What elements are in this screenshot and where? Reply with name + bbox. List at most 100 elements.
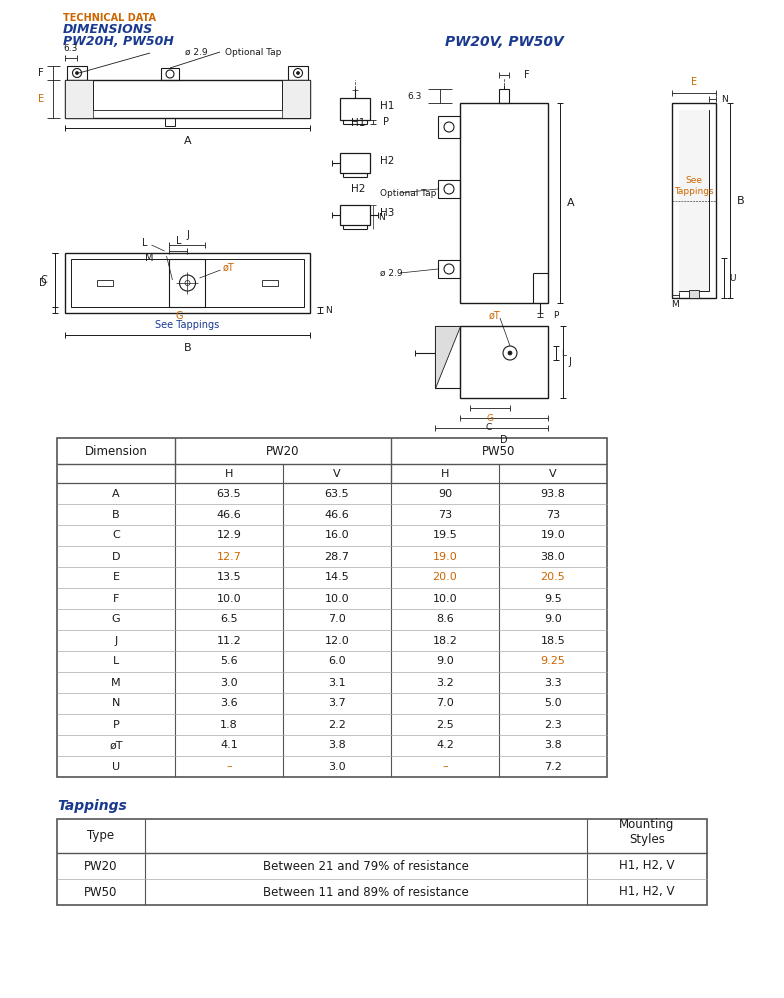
Bar: [340, 98, 370, 120]
Text: 12.7: 12.7: [216, 552, 241, 562]
Circle shape: [503, 346, 517, 360]
Text: U: U: [112, 761, 120, 771]
Text: 19.0: 19.0: [433, 552, 457, 562]
Text: 18.2: 18.2: [433, 636, 457, 646]
Text: 73: 73: [546, 510, 560, 520]
Text: H1: H1: [380, 101, 394, 111]
Text: 1.8: 1.8: [220, 720, 238, 730]
Text: TECHNICAL DATA: TECHNICAL DATA: [63, 13, 156, 23]
Text: 73: 73: [438, 510, 452, 520]
Text: 19.5: 19.5: [433, 531, 457, 541]
Text: 20.0: 20.0: [433, 573, 457, 583]
Text: 6.3: 6.3: [408, 92, 422, 101]
Text: Mounting
Styles: Mounting Styles: [619, 818, 675, 846]
Text: H1, H2, V: H1, H2, V: [619, 885, 675, 898]
Text: 5.6: 5.6: [220, 657, 238, 667]
Text: 7.2: 7.2: [544, 761, 562, 771]
Text: F: F: [524, 70, 530, 80]
Text: 9.25: 9.25: [540, 657, 565, 667]
Text: PW50: PW50: [85, 885, 118, 898]
Text: H: H: [225, 468, 233, 478]
Text: Optional Tap: Optional Tap: [225, 48, 281, 57]
Text: 12.9: 12.9: [216, 531, 241, 541]
Text: 93.8: 93.8: [540, 488, 565, 498]
Bar: [71, 259, 304, 307]
Bar: [282, 80, 310, 118]
Bar: [340, 205, 370, 225]
Text: 46.6: 46.6: [325, 510, 350, 520]
Text: A: A: [567, 198, 575, 208]
Text: 3.8: 3.8: [544, 741, 562, 750]
Text: øT: øT: [223, 263, 234, 273]
Text: 46.6: 46.6: [216, 510, 241, 520]
Text: B: B: [737, 196, 745, 206]
Text: 9.5: 9.5: [544, 594, 562, 604]
Text: L: L: [176, 236, 181, 246]
Bar: [340, 153, 370, 173]
Text: DIMENSIONS: DIMENSIONS: [63, 23, 153, 36]
Text: A: A: [112, 488, 120, 498]
Text: D: D: [500, 435, 508, 445]
Text: H1, H2, V: H1, H2, V: [619, 859, 675, 872]
Text: 2.2: 2.2: [328, 720, 346, 730]
Circle shape: [185, 280, 190, 285]
Text: 63.5: 63.5: [325, 488, 350, 498]
Bar: [438, 260, 460, 278]
Text: PW50: PW50: [482, 444, 516, 457]
Text: E: E: [691, 77, 697, 87]
Bar: [65, 253, 310, 313]
Text: 90: 90: [438, 488, 452, 498]
Text: 28.7: 28.7: [325, 552, 350, 562]
Circle shape: [508, 351, 512, 355]
Text: 63.5: 63.5: [216, 488, 241, 498]
Text: –: –: [442, 761, 448, 771]
Bar: [57, 819, 707, 905]
Text: H2: H2: [380, 156, 394, 166]
Text: 3.7: 3.7: [328, 699, 346, 709]
Text: 7.0: 7.0: [436, 699, 454, 709]
Text: øT: øT: [109, 741, 123, 750]
Circle shape: [296, 72, 299, 75]
Text: 4.1: 4.1: [220, 741, 238, 750]
Polygon shape: [435, 326, 460, 388]
Text: N: N: [721, 95, 728, 104]
Text: 6.3: 6.3: [64, 44, 78, 53]
Text: F: F: [38, 68, 44, 78]
Text: 10.0: 10.0: [325, 594, 350, 604]
Text: N: N: [112, 699, 120, 709]
Text: A: A: [183, 136, 191, 146]
Text: C: C: [112, 531, 120, 541]
Bar: [67, 66, 87, 80]
Text: 13.5: 13.5: [216, 573, 241, 583]
Bar: [65, 80, 310, 118]
Text: 3.6: 3.6: [220, 699, 238, 709]
Text: 38.0: 38.0: [541, 552, 565, 562]
Text: Type: Type: [88, 829, 114, 842]
Text: 9.0: 9.0: [544, 615, 562, 625]
Bar: [499, 89, 509, 103]
Circle shape: [166, 70, 174, 78]
Text: H3: H3: [380, 208, 394, 218]
Text: L: L: [142, 238, 147, 248]
Circle shape: [444, 122, 454, 132]
Text: D: D: [112, 552, 120, 562]
Text: See Tappings: See Tappings: [155, 320, 220, 330]
Text: P: P: [553, 310, 558, 319]
Bar: [262, 280, 278, 286]
Text: P: P: [113, 720, 119, 730]
Bar: [97, 280, 113, 286]
Text: J: J: [186, 230, 189, 240]
Text: E: E: [112, 573, 119, 583]
Text: 3.1: 3.1: [328, 678, 346, 688]
Circle shape: [444, 264, 454, 274]
Text: PW20H, PW50H: PW20H, PW50H: [63, 35, 174, 48]
Bar: [438, 116, 460, 138]
Bar: [57, 438, 607, 777]
Text: 3.8: 3.8: [328, 741, 346, 750]
Bar: [679, 110, 709, 291]
Text: J: J: [114, 636, 118, 646]
Bar: [169, 259, 205, 307]
Text: C: C: [486, 423, 492, 432]
Text: B: B: [112, 510, 120, 520]
Text: J: J: [568, 357, 571, 367]
